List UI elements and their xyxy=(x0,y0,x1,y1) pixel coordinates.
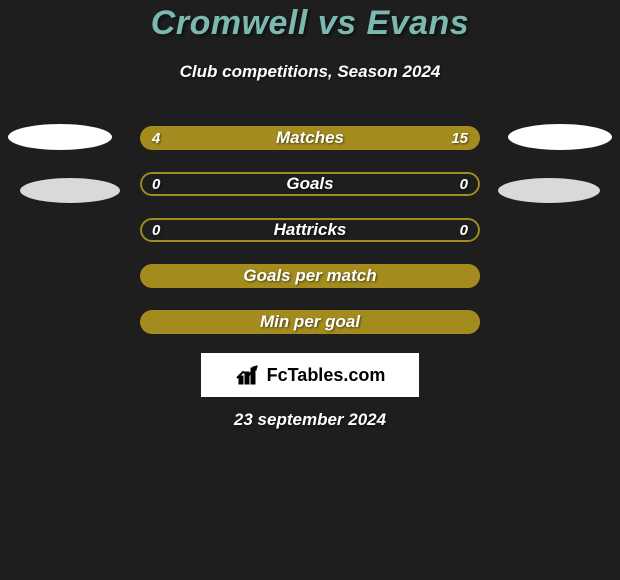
bar-label: Min per goal xyxy=(140,310,480,334)
comparison-bar: Goals per match xyxy=(140,264,480,288)
avatar-right-1 xyxy=(508,124,612,150)
avatar-left-1 xyxy=(8,124,112,150)
logo-text: FcTables.com xyxy=(267,365,386,386)
page-title: Cromwell vs Evans xyxy=(0,4,620,43)
comparison-bar: Min per goal xyxy=(140,310,480,334)
bar-right-value: 0 xyxy=(460,172,468,196)
canvas: Cromwell vs Evans Club competitions, Sea… xyxy=(0,0,620,580)
date-label: 23 september 2024 xyxy=(0,410,620,430)
subtitle: Club competitions, Season 2024 xyxy=(0,62,620,82)
bar-label: Goals per match xyxy=(140,264,480,288)
avatar-right-2 xyxy=(498,178,600,203)
bar-right-value: 15 xyxy=(451,126,468,150)
comparison-bar: Hattricks0 0 xyxy=(140,218,480,242)
bar-right-value: 0 xyxy=(460,218,468,242)
bar-label: Hattricks xyxy=(140,218,480,242)
bar-label: Goals xyxy=(140,172,480,196)
avatar-left-2 xyxy=(20,178,120,203)
bar-left-value: 0 xyxy=(152,172,160,196)
bar-left-value: 4 xyxy=(152,126,160,150)
bar-label: Matches xyxy=(140,126,480,150)
logo-box: FcTables.com xyxy=(201,353,419,397)
logo-chart-icon xyxy=(235,364,261,386)
comparison-bar: Goals0 0 xyxy=(140,172,480,196)
comparison-bar: Matches4 15 xyxy=(140,126,480,150)
bar-left-value: 0 xyxy=(152,218,160,242)
